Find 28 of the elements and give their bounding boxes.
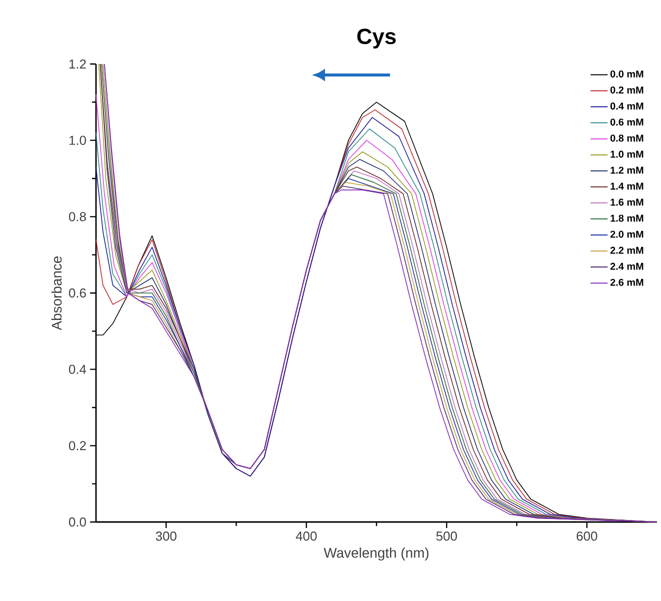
legend-label: 1.8 mM	[610, 214, 644, 222]
x-tick-label: 500	[436, 532, 457, 541]
legend-label: 1.4 mM	[610, 182, 644, 190]
legend-label: 1.6 mM	[610, 198, 644, 206]
legend-label: 0.6 mM	[610, 118, 644, 126]
y-tick-label: 1.0	[69, 136, 86, 145]
legend-label: 1.0 mM	[610, 150, 644, 158]
y-tick-label: 0.4	[68, 364, 86, 374]
legend-label: 2.0 mM	[610, 230, 644, 238]
y-tick-label: 0.0	[68, 517, 86, 527]
legend-label: 0.4 mM	[610, 102, 644, 110]
legend-label: 0.8 mM	[610, 134, 644, 142]
x-axis-title: Wavelength (nm)	[324, 548, 428, 561]
y-tick-label: 0.6	[68, 288, 86, 298]
chart-title: Cys	[357, 28, 396, 48]
y-tick-label: 0.8	[68, 212, 86, 222]
legend-label: 2.6 mM	[610, 278, 644, 286]
x-tick-label: 600	[576, 532, 598, 541]
legend-label: 0.2 mM	[610, 86, 644, 94]
y-tick-label: 0.2	[68, 441, 86, 450]
x-tick-label: 400	[296, 532, 317, 541]
legend-label: 0.0 mM	[610, 70, 644, 78]
legend-label: 2.4 mM	[610, 262, 644, 270]
legend-label: 1.2 mM	[610, 166, 644, 174]
y-axis-title: Absorbance	[51, 256, 62, 330]
legend-label: 2.2 mM	[610, 246, 644, 254]
x-tick-label: 300	[156, 532, 176, 541]
y-tick-label: 1.2	[69, 59, 86, 69]
